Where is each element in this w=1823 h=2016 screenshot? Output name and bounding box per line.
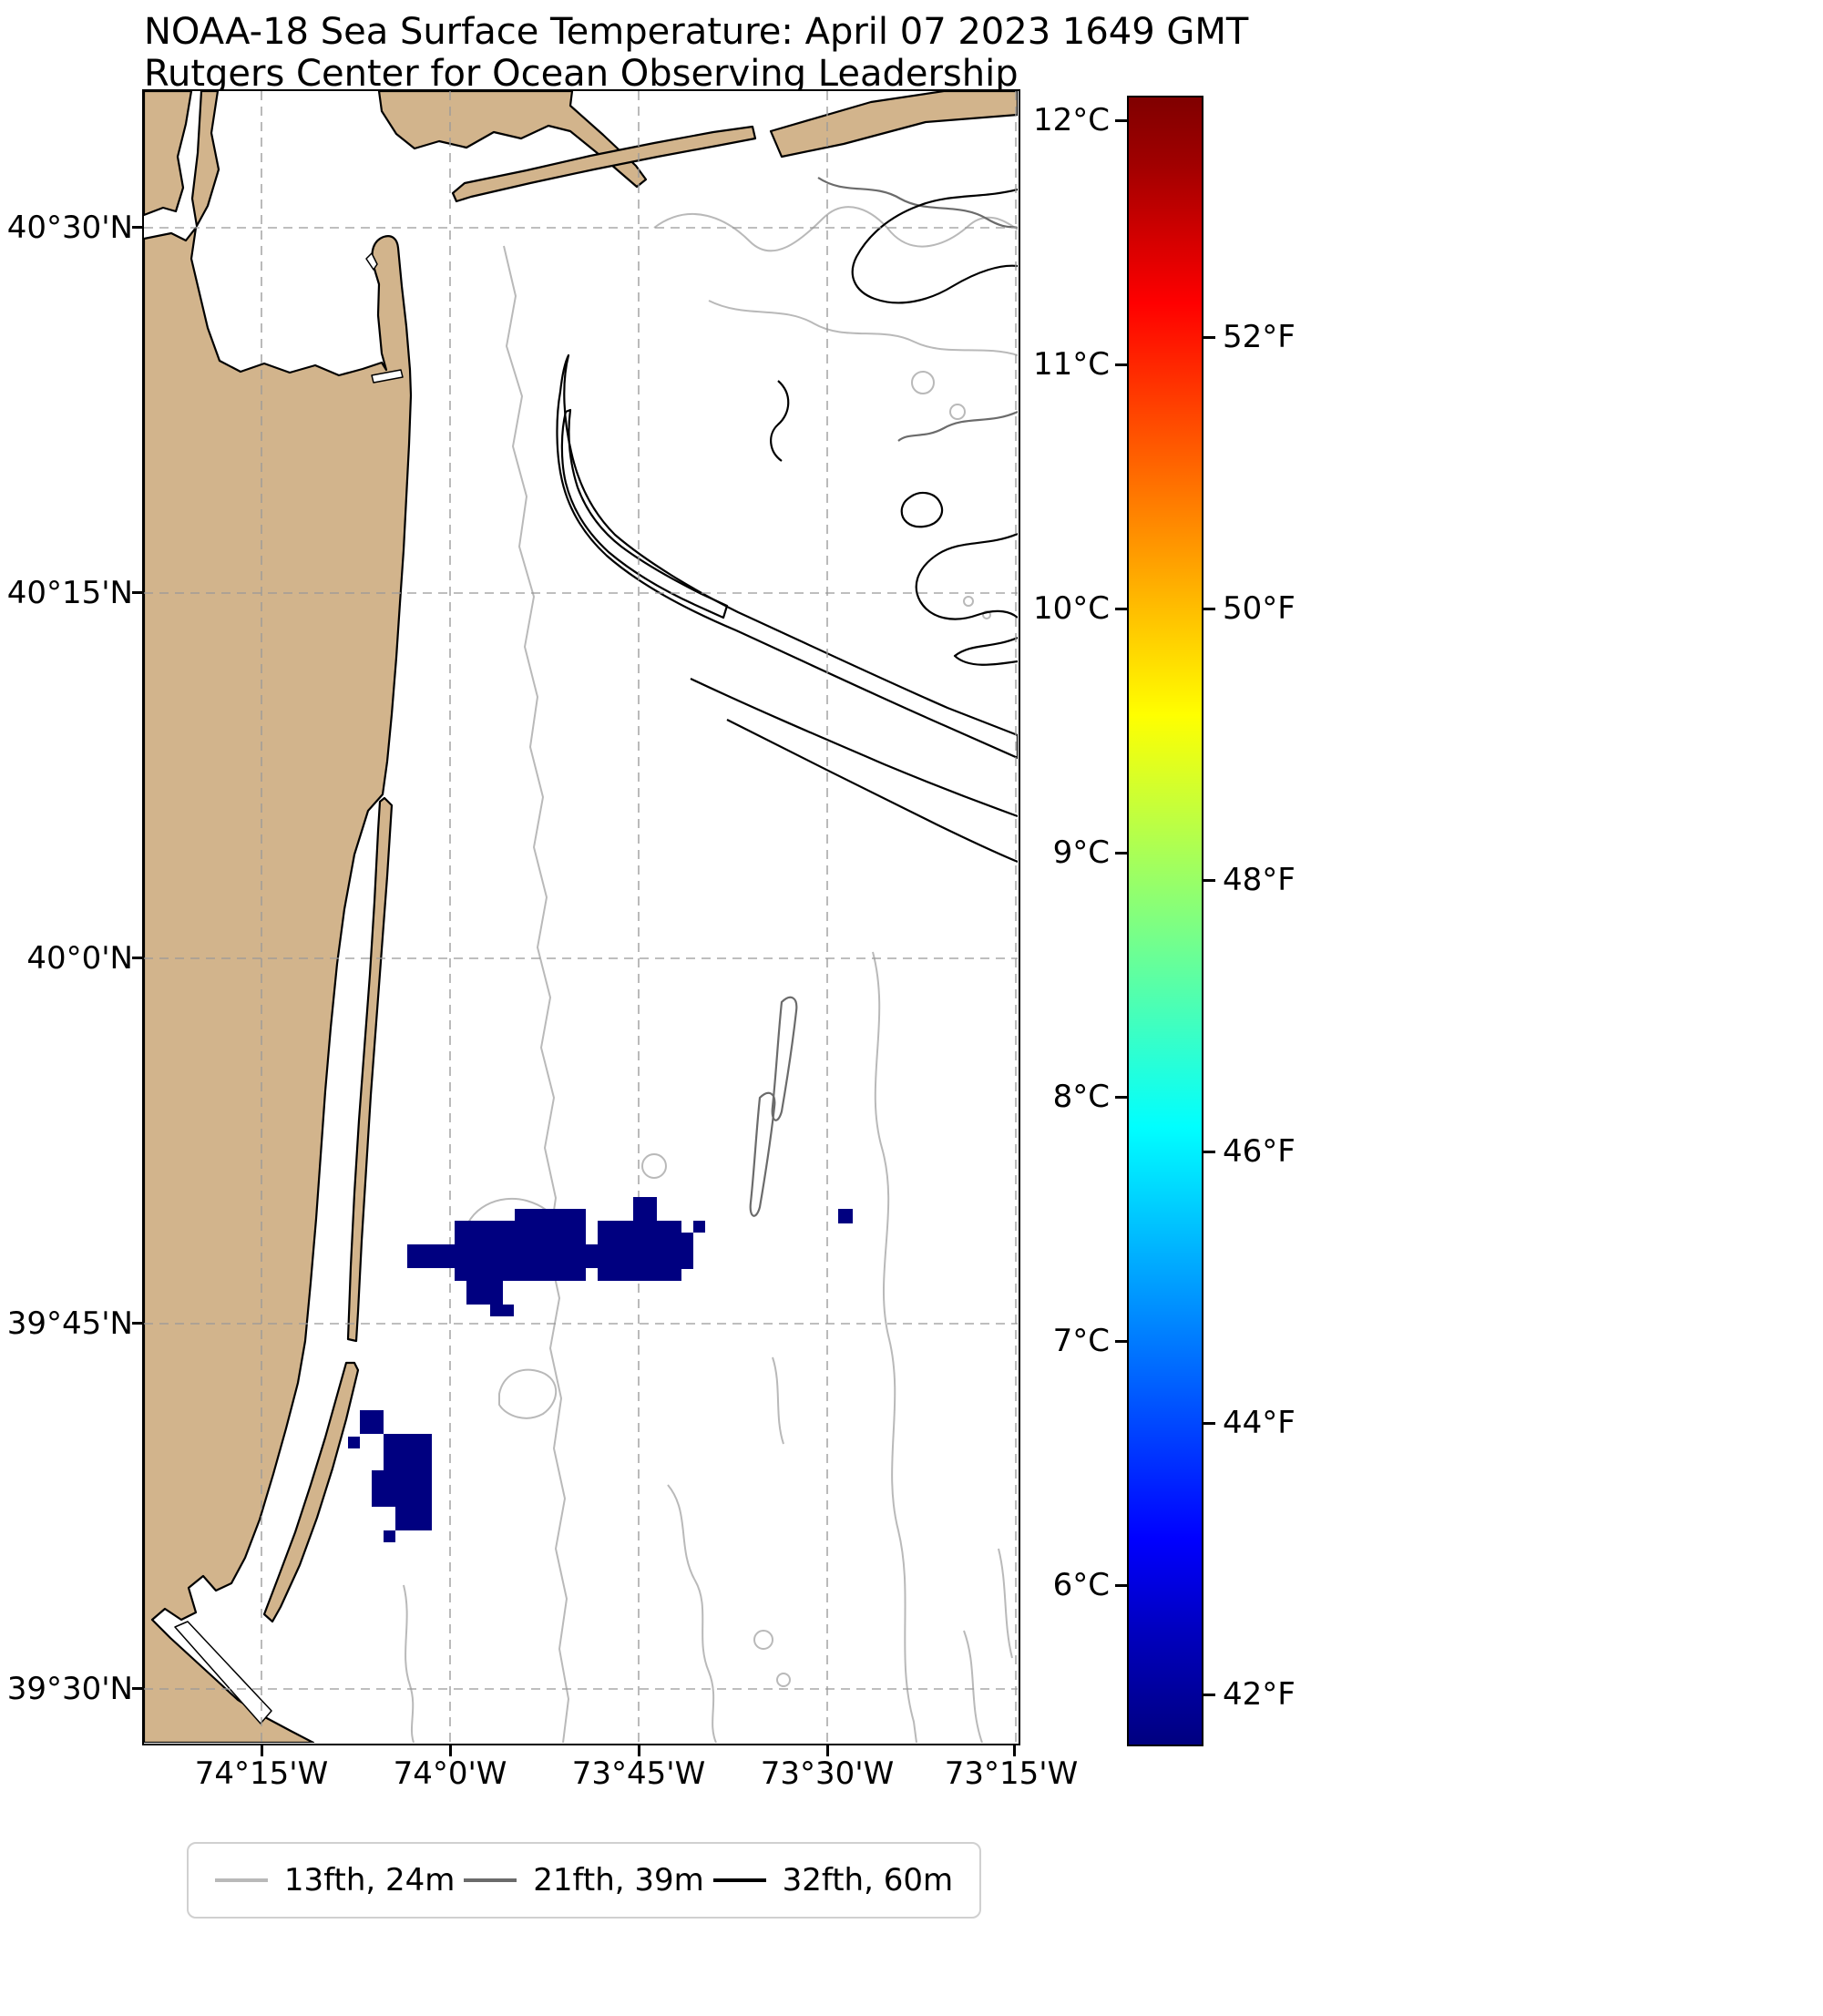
land-group xyxy=(144,91,1018,1743)
colorbar-celsius-label: 10°C xyxy=(1032,590,1110,627)
legend-line-13fth xyxy=(214,1878,268,1882)
land-long-island-strip xyxy=(769,91,1018,159)
land-barrier-island-lbi xyxy=(262,1361,360,1623)
legend-line-32fth xyxy=(712,1878,766,1882)
colorbar-celsius-label: 6°C xyxy=(1052,1567,1110,1603)
figure-subtitle: Rutgers Center for Ocean Observing Leade… xyxy=(144,53,1019,95)
sst-pixel-patches xyxy=(348,1197,853,1542)
x-tick-label: 73°45'W xyxy=(571,1755,706,1792)
y-axis-tick-mark xyxy=(132,957,144,959)
colorbar-fahrenheit-label: 46°F xyxy=(1223,1133,1296,1170)
colorbar-fahrenheit-tick-mark xyxy=(1203,1422,1215,1425)
land-barrier-island-north xyxy=(346,796,394,1343)
land-staten-island-east xyxy=(190,91,220,228)
y-axis-tick-mark xyxy=(132,1322,144,1325)
colorbar-gradient xyxy=(1127,96,1203,1746)
contour-group-13fth xyxy=(403,206,1018,1743)
y-tick-label: 39°45'N xyxy=(6,1305,133,1342)
colorbar-celsius-tick-mark xyxy=(1115,119,1127,122)
x-axis-tick-mark xyxy=(1013,1745,1016,1756)
y-tick-label: 39°30'N xyxy=(6,1671,133,1707)
inlet-navesink-river xyxy=(371,369,404,384)
x-axis-tick-mark xyxy=(449,1745,452,1756)
legend-item-13fth: 13fth, 24m xyxy=(214,1862,456,1898)
x-axis-tick-mark xyxy=(638,1745,640,1756)
contour-group-32fth xyxy=(556,188,1018,864)
y-axis-tick-mark xyxy=(132,591,144,594)
colorbar-fahrenheit-label: 44°F xyxy=(1223,1405,1296,1441)
colorbar-fahrenheit-tick-mark xyxy=(1203,1694,1215,1696)
legend-label: 32fth, 60m xyxy=(782,1862,954,1898)
colorbar-fahrenheit-label: 48°F xyxy=(1223,862,1296,898)
y-tick-label: 40°15'N xyxy=(6,575,133,611)
colorbar-celsius-label: 11°C xyxy=(1032,346,1110,383)
x-tick-label: 73°15'W xyxy=(944,1755,1079,1792)
colorbar-celsius-label: 9°C xyxy=(1052,834,1110,871)
figure-title: NOAA-18 Sea Surface Temperature: April 0… xyxy=(144,11,1249,53)
legend-label: 21fth, 39m xyxy=(533,1862,704,1898)
legend-item-32fth: 32fth, 60m xyxy=(712,1862,954,1898)
legend-label: 13fth, 24m xyxy=(283,1862,456,1898)
colorbar-celsius-tick-mark xyxy=(1115,608,1127,610)
colorbar-celsius-label: 8°C xyxy=(1052,1079,1110,1115)
colorbar-fahrenheit-label: 50°F xyxy=(1223,590,1296,627)
x-axis-tick-mark xyxy=(826,1745,829,1756)
inlet-great-bay xyxy=(174,1621,272,1724)
colorbar-celsius-tick-mark xyxy=(1115,852,1127,854)
x-tick-label: 73°30'W xyxy=(760,1755,895,1792)
legend-item-21fth: 21fth, 39m xyxy=(464,1862,704,1898)
land-mainland-nj xyxy=(144,226,413,1743)
y-tick-label: 40°30'N xyxy=(6,210,133,246)
contour-group-21fth xyxy=(749,177,1018,1217)
colorbar-fahrenheit-label: 42°F xyxy=(1223,1676,1296,1713)
colorbar-celsius-tick-mark xyxy=(1115,1096,1127,1099)
colorbar-celsius-tick-mark xyxy=(1115,1584,1127,1587)
x-tick-label: 74°0'W xyxy=(393,1755,507,1792)
colorbar-fahrenheit-tick-mark xyxy=(1203,1151,1215,1153)
colorbar-celsius-label: 7°C xyxy=(1052,1323,1110,1359)
inlet-sandy-hook-notch xyxy=(365,252,378,271)
y-axis-tick-mark xyxy=(132,1687,144,1690)
land-staten-island-west xyxy=(144,91,193,217)
legend-line-21fth xyxy=(464,1878,517,1882)
x-axis-tick-mark xyxy=(261,1745,263,1756)
colorbar-celsius-tick-mark xyxy=(1115,1340,1127,1343)
colorbar-fahrenheit-tick-mark xyxy=(1203,608,1215,610)
land-rockaway-strip xyxy=(451,125,757,203)
colorbar-celsius-tick-mark xyxy=(1115,363,1127,366)
colorbar-fahrenheit-tick-mark xyxy=(1203,879,1215,882)
map-svg xyxy=(144,91,1018,1743)
map-plot xyxy=(142,89,1020,1745)
land-brooklyn xyxy=(377,91,648,189)
colorbar-fahrenheit-tick-mark xyxy=(1203,336,1215,339)
gridlines xyxy=(144,91,1018,1743)
x-tick-label: 74°15'W xyxy=(194,1755,329,1792)
depth-contour-legend: 13fth, 24m 21fth, 39m 32fth, 60m xyxy=(187,1842,981,1919)
y-tick-label: 40°0'N xyxy=(26,940,133,977)
colorbar-celsius-label: 12°C xyxy=(1032,102,1110,138)
y-axis-tick-mark xyxy=(132,226,144,229)
colorbar-fahrenheit-label: 52°F xyxy=(1223,319,1296,355)
